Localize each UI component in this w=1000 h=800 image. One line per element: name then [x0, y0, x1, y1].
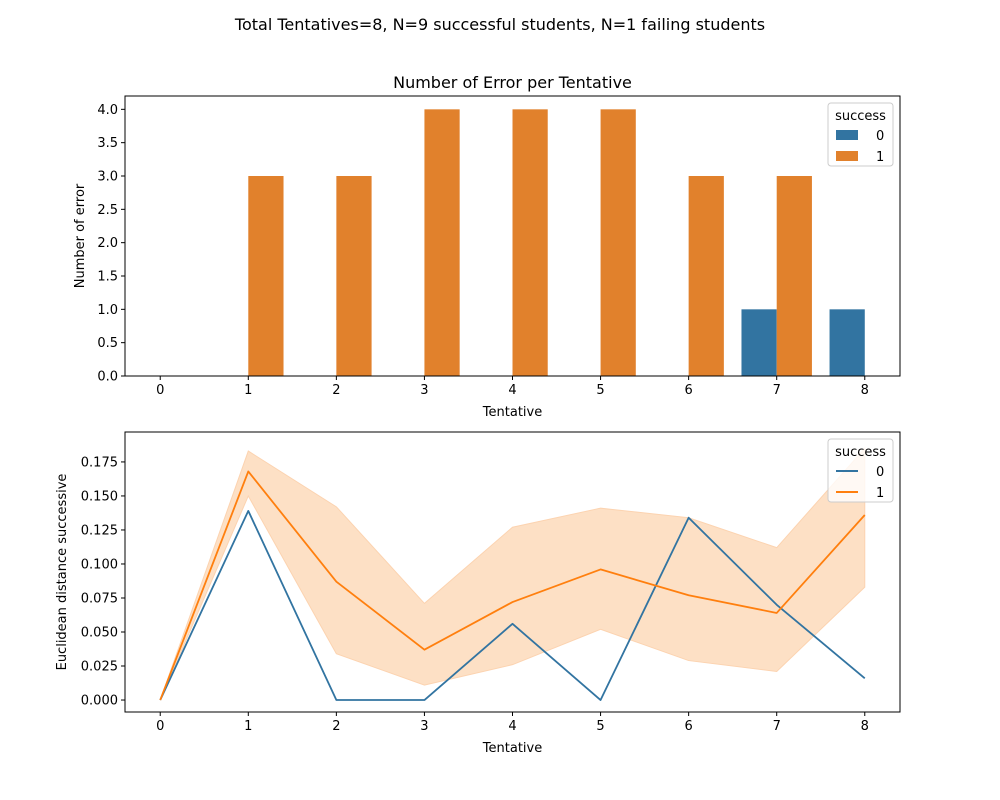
bar-s0-8: [829, 309, 865, 376]
line-x-tick-label: 6: [684, 719, 692, 734]
figure-suptitle: Total Tentatives=8, N=9 successful stude…: [234, 15, 765, 34]
line-x-tick-label: 0: [156, 719, 164, 734]
line-panel: 0 1 2 3 4 5 6 7 8 0.000 0.025 0.050 0.075 0.100 0.125…: [55, 431, 901, 756]
line-legend: success 0 1: [827, 438, 894, 503]
bar-s1-3: [424, 109, 460, 376]
line-y-tick-label: 0.150: [81, 489, 118, 504]
bar-x-axis-label: Tentative: [482, 405, 542, 420]
line-y-tick-label: 0.050: [81, 626, 118, 641]
bar-x-tick-label: 1: [244, 383, 252, 398]
bar-x-ticks: 0 1 2 3 4 5 6 7 8: [156, 376, 869, 398]
bar-s0-7: [741, 309, 777, 376]
bar-y-tick-label: 3.5: [97, 136, 118, 151]
bar-legend-label-1: 1: [876, 150, 884, 165]
line-legend-frame: [827, 438, 894, 503]
line-x-tick-label: 5: [596, 719, 604, 734]
bar-legend-title: success: [835, 109, 886, 124]
line-series-group: [159, 470, 866, 701]
bar-x-tick-label: 6: [684, 383, 692, 398]
bar-s1-4: [512, 109, 548, 376]
line-legend-title: success: [835, 445, 886, 460]
line-x-tick-label: 7: [773, 719, 781, 734]
line-ci-band-group: [159, 447, 866, 701]
line-y-tick-label: 0.125: [81, 523, 118, 538]
bar-y-tick-label: 0.0: [97, 370, 118, 385]
bar-s1-1: [248, 176, 284, 376]
line-y-tick-label: 0.100: [81, 557, 118, 572]
bar-y-tick-label: 1.0: [97, 303, 118, 318]
line-y-tick-label: 0.025: [81, 660, 118, 675]
line-x-tick-label: 1: [244, 719, 252, 734]
line-x-axis-label: Tentative: [482, 741, 542, 756]
line-y-ticks: 0.000 0.025 0.050 0.075 0.100 0.125 0.150 0.175: [81, 455, 125, 709]
bar-x-tick-label: 3: [420, 383, 428, 398]
bar-s1-2: [336, 176, 372, 376]
line-ci-band-s1: [159, 447, 866, 701]
bar-y-tick-label: 2.5: [97, 203, 118, 218]
bar-x-tick-label: 5: [596, 383, 604, 398]
bar-y-tick-label: 1.5: [97, 270, 118, 285]
line-series-0: [159, 510, 866, 701]
bar-y-tick-label: 2.0: [97, 236, 118, 251]
line-y-tick-label: 0.000: [81, 694, 118, 709]
bar-legend-swatch-1: [836, 151, 858, 161]
line-y-axis-label: Euclidean distance successive: [55, 474, 70, 671]
bar-s1-7: [776, 176, 812, 376]
bar-y-axis-label: Number of error: [73, 183, 88, 288]
bar-s1-5: [600, 109, 636, 376]
bar-x-tick-label: 8: [861, 383, 869, 398]
bar-legend: success 0 1: [827, 102, 894, 167]
bar-x-tick-label: 7: [773, 383, 781, 398]
bar-s1-6: [688, 176, 724, 376]
line-series-1: [159, 470, 866, 701]
bar-y-tick-label: 4.0: [97, 103, 118, 118]
line-x-tick-label: 4: [508, 719, 516, 734]
line-x-tick-label: 8: [861, 719, 869, 734]
bar-legend-frame: [827, 102, 894, 167]
bar-legend-label-0: 0: [876, 129, 884, 144]
bar-x-tick-label: 2: [332, 383, 340, 398]
line-legend-label-0: 0: [876, 465, 884, 480]
bar-title: Number of Error per Tentative: [393, 73, 632, 92]
line-y-tick-label: 0.175: [81, 455, 118, 470]
bar-group: [248, 109, 865, 376]
line-x-tick-label: 2: [332, 719, 340, 734]
line-x-tick-label: 3: [420, 719, 428, 734]
bar-x-tick-label: 4: [508, 383, 516, 398]
bar-legend-swatch-0: [836, 130, 858, 140]
bar-y-ticks: 0.0 0.5 1.0 1.5 2.0 2.5 3.0 3.5 4.0: [97, 103, 125, 385]
line-legend-label-1: 1: [876, 486, 884, 501]
bar-y-tick-label: 0.5: [97, 336, 118, 351]
bar-x-tick-label: 0: [156, 383, 164, 398]
bar-y-tick-label: 3.0: [97, 170, 118, 185]
line-x-ticks: 0 1 2 3 4 5 6 7 8: [156, 712, 869, 734]
line-y-tick-label: 0.075: [81, 591, 118, 606]
